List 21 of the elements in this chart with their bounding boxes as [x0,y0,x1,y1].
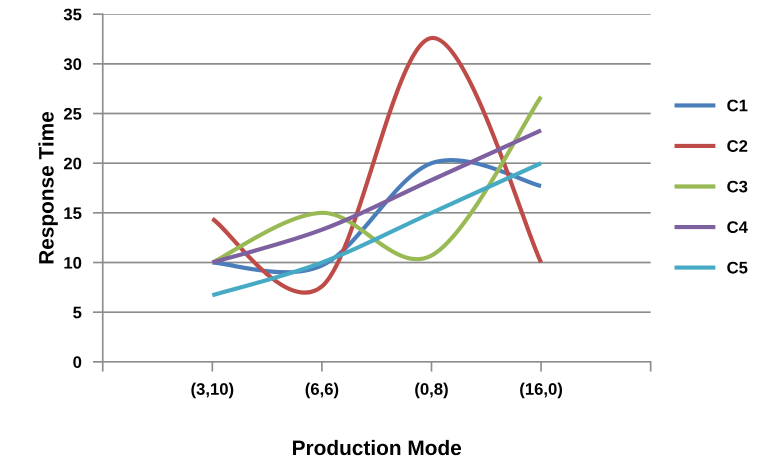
y-tick-label: 30 [64,58,82,70]
y-tick-label: 25 [64,108,82,120]
x-tick-label: (3,10) [191,382,234,398]
legend-label: C1 [727,100,748,112]
legend-label: C3 [727,180,748,193]
x-tick-label: (0,8) [415,382,448,398]
line-series [210,161,544,298]
y-tick-label: 20 [64,158,82,170]
legend-label: C2 [727,140,748,152]
y-tick-label: 10 [64,256,82,269]
legend-label: C5 [727,262,748,274]
legend-label: C4 [727,221,748,234]
y-tick-label: 35 [64,8,82,20]
x-tick-label: (16,0) [520,382,562,398]
x-tick-label: (6,6) [306,382,338,398]
y-axis-title: Response Time [38,112,58,264]
y-tick-label: 5 [73,306,82,318]
line-series [210,128,544,265]
y-tick-label: 15 [64,207,82,220]
y-tick-label: 0 [73,356,82,368]
x-axis-title: Production Mode [293,440,462,456]
